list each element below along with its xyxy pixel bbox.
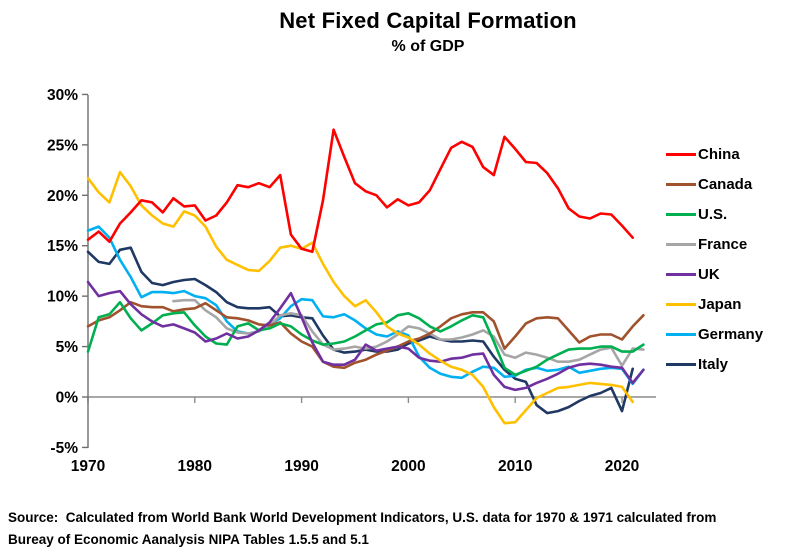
legend-line-swatch-uk <box>666 272 696 276</box>
x-tick-label: 2010 <box>498 458 532 475</box>
y-tick-label: -5% <box>50 440 78 457</box>
legend-item-us: U.S. <box>666 199 763 229</box>
y-tick-label: 25% <box>47 137 78 154</box>
series-line-germany <box>86 225 645 386</box>
chart-subtitle: % of GDP <box>391 38 465 55</box>
legend-label: U.S. <box>698 205 728 223</box>
legend-label: France <box>698 235 748 253</box>
legend-label: Japan <box>698 295 742 313</box>
x-tick-label: 2000 <box>391 458 425 475</box>
x-tick-label: 1990 <box>284 458 318 475</box>
legend-line-swatch-italy <box>666 362 696 366</box>
legend-item-france: France <box>666 229 763 259</box>
legend-line-swatch-japan <box>666 302 696 306</box>
series-line-canada <box>86 300 645 370</box>
y-tick-label: 20% <box>47 188 78 205</box>
legend-item-italy: Italy <box>666 349 763 379</box>
series-line-japan <box>86 170 635 425</box>
chart-legend: China Canada U.S. France UK Japan German… <box>666 139 763 379</box>
legend-label: China <box>698 145 740 163</box>
legend-label: Germany <box>698 325 764 343</box>
legend-item-japan: Japan <box>666 289 763 319</box>
legend-item-uk: UK <box>666 259 763 289</box>
y-tick-label: 5% <box>56 339 79 356</box>
y-tick-label: 30% <box>47 87 78 104</box>
legend-item-china: China <box>666 139 763 169</box>
legend-line-swatch-germany <box>666 332 696 336</box>
x-tick-label: 1980 <box>178 458 212 475</box>
legend-line-swatch-us <box>666 212 696 216</box>
source-line-2: Bureay of Economic Aanalysis NIPA Tables… <box>8 532 369 547</box>
y-tick-label: 0% <box>56 390 79 407</box>
source-line-1: Source: Calculated from World Bank World… <box>8 510 717 525</box>
series-line-us <box>86 300 645 377</box>
series-line-uk <box>86 280 645 392</box>
source-note: Source: Calculated from World Bank World… <box>8 507 788 551</box>
legend-line-swatch-china <box>666 152 696 156</box>
legend-line-swatch-canada <box>666 182 696 186</box>
legend-item-germany: Germany <box>666 319 763 349</box>
legend-item-canada: Canada <box>666 169 763 199</box>
series-line-china <box>86 128 635 254</box>
x-tick-label: 2020 <box>605 458 639 475</box>
y-tick-label: 10% <box>47 289 78 306</box>
series-line-italy <box>86 246 635 415</box>
legend-label: Italy <box>698 355 729 373</box>
chart-title: Net Fixed Capital Formation <box>279 8 577 33</box>
legend-label: Canada <box>698 175 753 193</box>
legend-line-swatch-france <box>666 242 696 246</box>
y-tick-label: 15% <box>47 238 78 255</box>
legend-label: UK <box>698 265 720 283</box>
series-line-france <box>172 298 645 368</box>
x-tick-label: 1970 <box>71 458 105 475</box>
